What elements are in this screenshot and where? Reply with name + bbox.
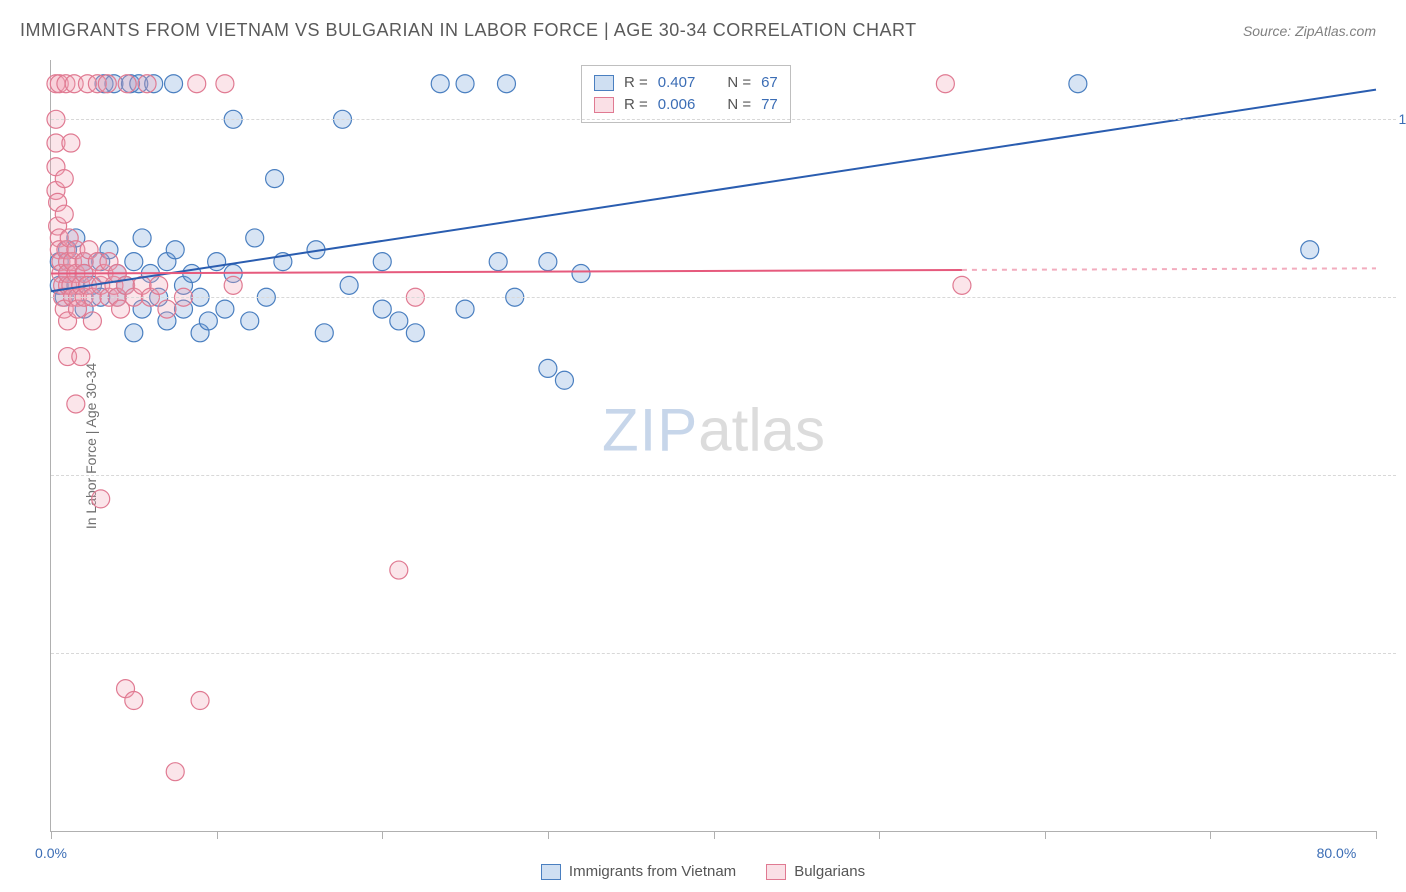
correlation-legend: R = 0.407 N = 67 R = 0.006 N = 77 xyxy=(581,65,791,123)
legend-r-value: 0.006 xyxy=(658,94,696,116)
y-tick-label: 70.0% xyxy=(1386,467,1406,483)
y-tick-label: 100.0% xyxy=(1386,111,1406,127)
scatter-point xyxy=(241,312,259,330)
legend-row: R = 0.407 N = 67 xyxy=(594,72,778,94)
y-tick-label: 85.0% xyxy=(1386,289,1406,305)
scatter-point xyxy=(216,75,234,93)
scatter-point xyxy=(150,276,168,294)
x-tick xyxy=(548,831,549,839)
scatter-point xyxy=(224,276,242,294)
x-tick xyxy=(51,831,52,839)
legend-swatch xyxy=(766,864,786,880)
scatter-point xyxy=(98,75,116,93)
scatter-point xyxy=(373,253,391,271)
scatter-point xyxy=(72,348,90,366)
scatter-point xyxy=(266,170,284,188)
legend-r-label: R = xyxy=(624,94,648,116)
header-bar: IMMIGRANTS FROM VIETNAM VS BULGARIAN IN … xyxy=(0,0,1406,51)
scatter-point xyxy=(158,300,176,318)
x-tick xyxy=(714,831,715,839)
chart-plot-area: ZIPatlas R =0.407N =67R =0.006N =77 55.0… xyxy=(50,60,1376,832)
legend-swatch xyxy=(594,75,614,91)
x-tick xyxy=(879,831,880,839)
x-tick xyxy=(217,831,218,839)
scatter-point xyxy=(953,276,971,294)
scatter-point xyxy=(188,75,206,93)
scatter-point xyxy=(55,170,73,188)
series-legend: Immigrants from Vietnam Bulgarians xyxy=(0,863,1406,880)
x-tick xyxy=(1045,831,1046,839)
scatter-point xyxy=(539,359,557,377)
scatter-point xyxy=(390,561,408,579)
gridline xyxy=(51,297,1396,298)
scatter-point xyxy=(133,229,151,247)
scatter-point xyxy=(138,75,156,93)
scatter-point xyxy=(489,253,507,271)
scatter-point xyxy=(166,763,184,781)
x-tick-label-start: 0.0% xyxy=(35,845,67,861)
legend-n-label: N = xyxy=(727,72,751,94)
scatter-point xyxy=(572,265,590,283)
scatter-point xyxy=(62,134,80,152)
scatter-point xyxy=(456,75,474,93)
scatter-point xyxy=(125,324,143,342)
gridline xyxy=(51,475,1396,476)
legend-n-label: N = xyxy=(727,94,751,116)
legend-n-value: 67 xyxy=(761,72,778,94)
chart-title: IMMIGRANTS FROM VIETNAM VS BULGARIAN IN … xyxy=(20,20,917,41)
legend-n-value: 77 xyxy=(761,94,778,116)
series-legend-item: Immigrants from Vietnam xyxy=(541,863,736,880)
scatter-svg xyxy=(51,60,1376,831)
scatter-point xyxy=(199,312,217,330)
y-tick-label: 55.0% xyxy=(1386,645,1406,661)
scatter-point xyxy=(456,300,474,318)
scatter-point xyxy=(118,75,136,93)
scatter-point xyxy=(165,75,183,93)
x-tick xyxy=(1210,831,1211,839)
scatter-point xyxy=(166,241,184,259)
scatter-point xyxy=(92,490,110,508)
source-label: Source: ZipAtlas.com xyxy=(1243,23,1376,39)
scatter-point xyxy=(67,395,85,413)
series-legend-label: Bulgarians xyxy=(794,863,865,880)
legend-swatch xyxy=(594,97,614,113)
scatter-point xyxy=(539,253,557,271)
scatter-point xyxy=(431,75,449,93)
scatter-point xyxy=(125,692,143,710)
x-tick xyxy=(382,831,383,839)
scatter-point xyxy=(83,312,101,330)
scatter-point xyxy=(340,276,358,294)
legend-r-label: R = xyxy=(624,72,648,94)
scatter-point xyxy=(246,229,264,247)
scatter-point xyxy=(373,300,391,318)
scatter-point xyxy=(191,692,209,710)
scatter-point xyxy=(936,75,954,93)
trend-line-extended xyxy=(962,268,1376,270)
legend-row: R = 0.006 N = 77 xyxy=(594,94,778,116)
scatter-point xyxy=(55,205,73,223)
series-legend-item: Bulgarians xyxy=(766,863,865,880)
scatter-point xyxy=(390,312,408,330)
scatter-point xyxy=(406,324,424,342)
gridline xyxy=(51,119,1396,120)
scatter-point xyxy=(1301,241,1319,259)
scatter-point xyxy=(555,371,573,389)
x-tick-label-end: 80.0% xyxy=(1317,845,1357,861)
legend-r-value: 0.407 xyxy=(658,72,696,94)
scatter-point xyxy=(497,75,515,93)
legend-swatch xyxy=(541,864,561,880)
scatter-point xyxy=(125,253,143,271)
scatter-point xyxy=(315,324,333,342)
x-tick xyxy=(1376,831,1377,839)
scatter-point xyxy=(1069,75,1087,93)
series-legend-label: Immigrants from Vietnam xyxy=(569,863,736,880)
scatter-point xyxy=(216,300,234,318)
gridline xyxy=(51,653,1396,654)
